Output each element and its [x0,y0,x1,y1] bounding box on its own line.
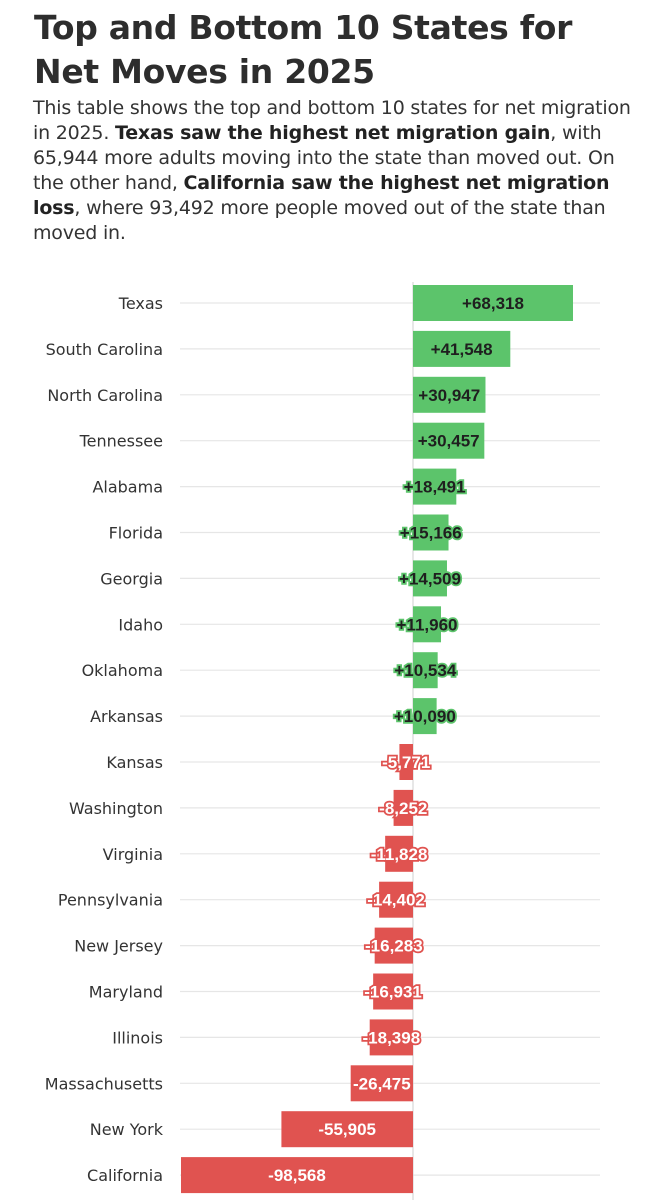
value-label: +14,509 [399,569,461,588]
bar [350,1065,413,1102]
category-label: Arkansas [90,707,163,726]
bar [369,1019,413,1056]
value-label: -16,283 [365,937,423,956]
bar [374,927,413,964]
category-label: New Jersey [74,937,163,956]
bar [413,376,486,413]
category-label: Alabama [92,478,163,497]
bar [413,330,511,367]
value-label: +41,548 [431,340,493,359]
category-label: Idaho [118,615,163,634]
category-label: New York [90,1120,164,1139]
description-text-3: , where 93,492 more people moved out of … [33,197,606,244]
bar [399,744,413,780]
value-label: +68,318 [462,294,524,313]
chart-description: This table shows the top and bottom 10 s… [33,96,645,246]
category-label: Florida [109,524,163,543]
bar [373,973,413,1010]
value-label: -18,398 [363,1028,421,1047]
category-label: Virginia [103,845,163,864]
bar [413,468,457,505]
value-label: -11,828 [371,845,428,864]
bar [413,698,437,735]
category-label: Kansas [106,753,163,772]
category-label: South Carolina [46,340,163,359]
bar [385,835,413,872]
bar [413,560,447,597]
bar [379,881,413,918]
value-label: -98,568 [268,1166,326,1185]
description-highlight-gain: Texas saw the highest net migration gain [115,122,551,144]
value-label: -14,402 [367,891,425,910]
value-label: -8,252 [379,799,427,818]
value-label: +10,534 [394,661,456,680]
category-label: Massachusetts [45,1074,163,1093]
category-label: Texas [118,294,163,313]
chart-title: Top and Bottom 10 States for Net Moves i… [34,8,573,91]
bar [413,514,449,551]
category-label: North Carolina [47,386,163,405]
description-text-2: , with 65,944 more adults moving into th… [33,122,615,194]
value-label: +11,960 [397,615,458,634]
value-label: +30,947 [418,386,480,405]
category-label: Pennsylvania [58,891,163,910]
category-label: Washington [69,799,163,818]
bar [181,1157,413,1194]
bar [413,285,573,321]
value-label: -16,931 [364,983,422,1002]
category-label: California [87,1166,163,1185]
value-label: +15,166 [400,524,462,543]
value-label: -5,771 [382,753,430,772]
bar [413,652,438,689]
bar [413,606,442,643]
category-label: Illinois [112,1028,163,1047]
category-label: Maryland [89,983,163,1002]
value-label: +18,491 [404,478,466,497]
category-label: Georgia [100,569,163,588]
category-label: Tennessee [79,432,163,451]
description-highlight-loss: California saw the highest net migration… [33,172,610,219]
bar [393,789,413,826]
category-label: Oklahoma [82,661,163,680]
bar [281,1111,413,1148]
value-label: +10,090 [394,707,456,726]
value-label: +30,457 [418,432,480,451]
description-text-1: This table shows the top and bottom 10 s… [33,97,631,144]
value-label: -26,475 [353,1074,411,1093]
value-label: -55,905 [318,1120,376,1139]
bar [413,422,485,459]
